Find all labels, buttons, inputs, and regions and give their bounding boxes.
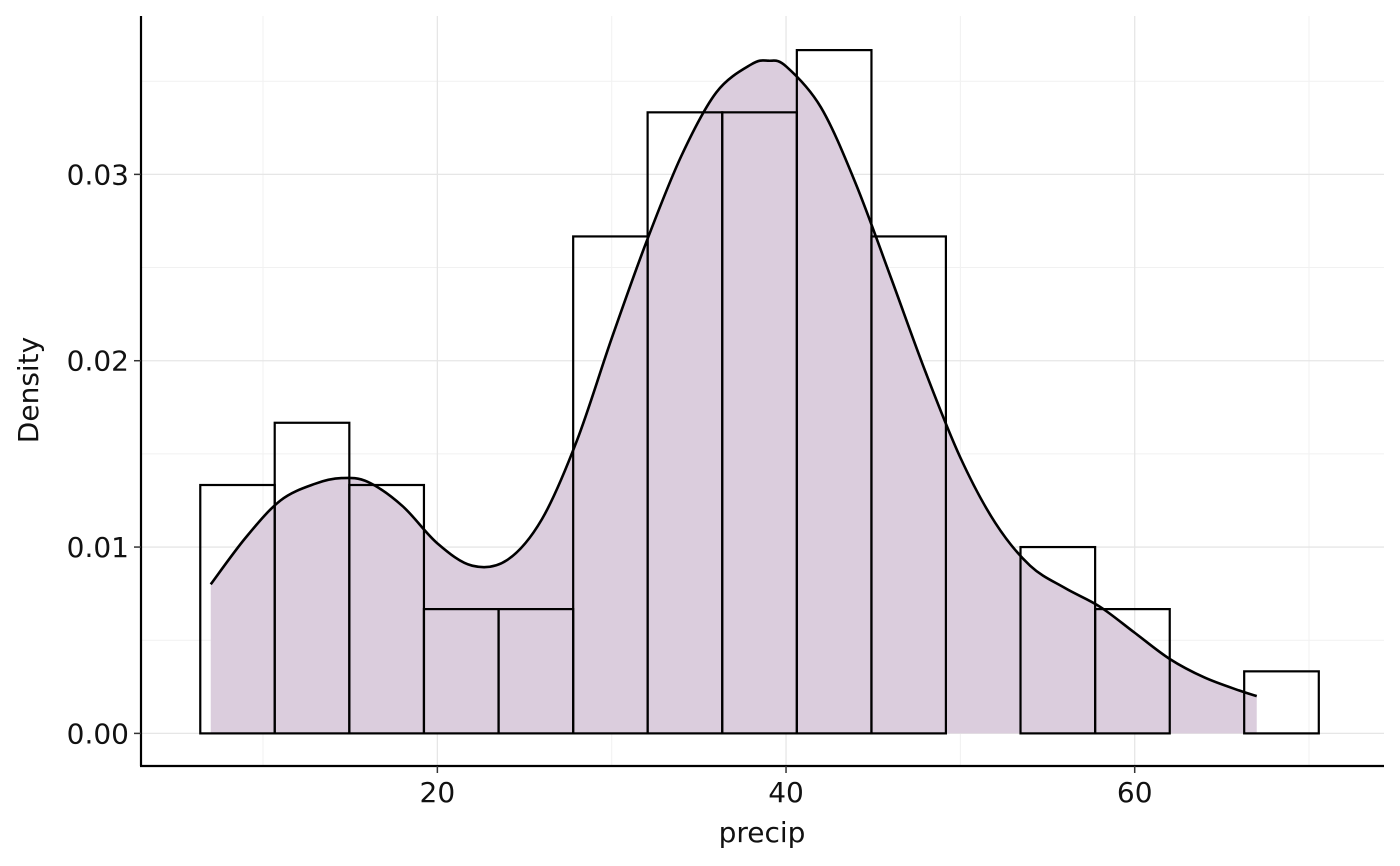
- density-area-fill: [210, 60, 1257, 734]
- axes: [139, 16, 1384, 768]
- density-curve: [209, 59, 1258, 698]
- x-tick-label: 60: [1117, 776, 1153, 809]
- x-axis-title: precip: [719, 816, 806, 849]
- y-axis-title: Density: [12, 337, 45, 443]
- histogram-bars: [199, 48, 1320, 735]
- x-tick-label: 40: [768, 776, 804, 809]
- x-ticks: 20 40 60: [420, 766, 1153, 809]
- density-line: [209, 59, 1258, 698]
- y-tick-label: 0.00: [67, 717, 129, 750]
- histogram-bar: [1094, 608, 1171, 735]
- y-tick-label: 0.02: [67, 345, 129, 378]
- x-tick-label: 20: [420, 776, 456, 809]
- density-area: [210, 60, 1257, 734]
- histogram-bar: [870, 235, 947, 735]
- y-tick-label: 0.01: [67, 531, 129, 564]
- histogram-bar: [1243, 670, 1320, 735]
- y-ticks: 0.00 0.01 0.02 0.03: [67, 158, 141, 750]
- y-tick-label: 0.03: [67, 158, 129, 191]
